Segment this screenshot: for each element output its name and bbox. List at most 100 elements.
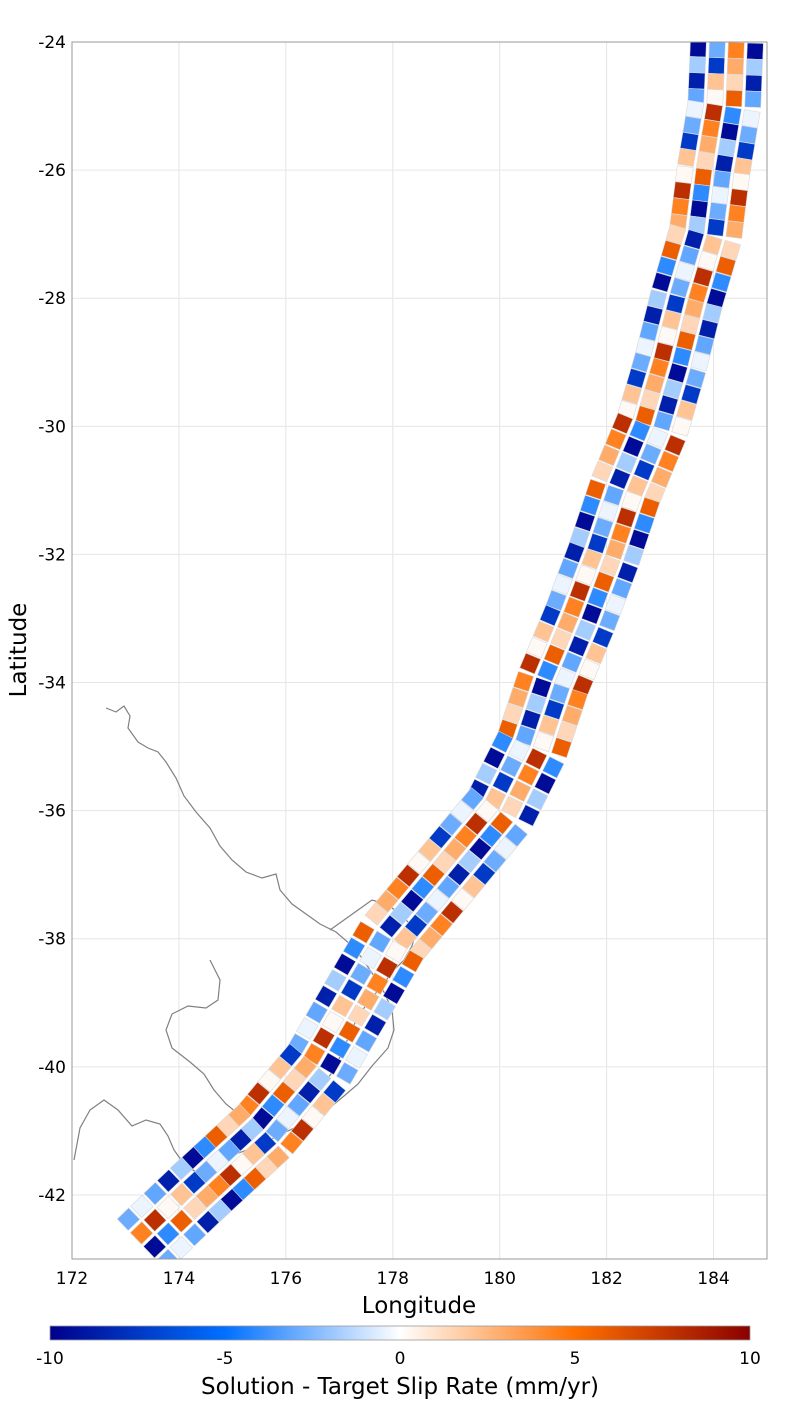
fault-patch: [404, 913, 428, 938]
fault-patch: [366, 972, 389, 995]
fault-patch: [664, 434, 686, 457]
fault-patch: [507, 687, 529, 708]
fault-patch: [616, 561, 639, 584]
fault-patch: [674, 165, 694, 184]
fault-patch: [286, 1093, 311, 1117]
fault-patch: [345, 1045, 368, 1069]
fault-patch: [725, 220, 745, 239]
fault-patch: [731, 172, 751, 191]
fault-patch: [314, 985, 338, 1008]
fault-patch: [647, 289, 668, 310]
fault-patch: [551, 573, 573, 596]
fault-patch: [717, 138, 737, 158]
fault-patch: [610, 577, 633, 600]
fault-patch: [143, 1208, 167, 1232]
fault-patch: [556, 721, 578, 743]
fault-patch: [407, 851, 431, 875]
colorbar-tick-label: -5: [217, 1349, 234, 1369]
fault-patch: [675, 330, 697, 351]
fault-patch: [656, 255, 677, 277]
y-tick-label: -24: [38, 33, 66, 53]
fault-patch: [157, 1248, 179, 1259]
fault-patch: [646, 427, 669, 449]
fault-patch: [520, 709, 542, 731]
fault-patch: [156, 1222, 180, 1246]
fault-patch: [297, 1080, 321, 1104]
fault-patch: [342, 936, 366, 960]
fault-patch: [308, 1067, 332, 1092]
fault-patch: [272, 1081, 296, 1105]
fault-patch: [671, 416, 693, 437]
fault-patch: [425, 888, 450, 912]
fault-patch: [475, 799, 499, 823]
fault-patch: [639, 321, 660, 342]
fault-patch: [359, 946, 382, 970]
fault-patch: [373, 997, 397, 1021]
fault-patch: [609, 467, 631, 490]
fault-patch: [282, 1068, 307, 1092]
fault-patch: [268, 1056, 292, 1080]
fault-patch: [169, 1156, 194, 1181]
fault-patch: [265, 1118, 289, 1143]
fault-patch: [702, 234, 723, 256]
fault-patch: [352, 920, 375, 944]
fault-patch: [708, 42, 726, 59]
fault-patch: [475, 762, 498, 786]
fault-patch: [532, 620, 555, 643]
fault-patch: [738, 125, 758, 145]
fault-patch: [643, 305, 664, 326]
fault-patch: [543, 644, 566, 666]
fault-patch: [688, 72, 706, 90]
fault-patch: [727, 42, 745, 60]
fault-patch: [575, 564, 597, 586]
fault-patch: [534, 772, 557, 795]
colorbar: [49, 1325, 751, 1341]
fault-patches: [116, 42, 764, 1259]
fault-patch: [662, 378, 684, 400]
fault-patch: [512, 671, 534, 692]
fault-patch: [525, 693, 547, 715]
x-tick-label: 180: [483, 1269, 515, 1289]
fault-patch: [665, 293, 686, 314]
fault-patch: [585, 642, 607, 665]
fault-patch: [246, 1081, 271, 1106]
fault-patch: [549, 683, 570, 705]
fault-patch: [692, 266, 714, 288]
fault-patch: [672, 181, 692, 200]
fault-patch: [650, 466, 673, 489]
fault-patch: [725, 89, 743, 108]
fault-patch: [504, 823, 528, 848]
fault-patch: [293, 1055, 318, 1079]
fault-patch: [429, 913, 454, 937]
fault-patch: [707, 56, 726, 75]
fault-patch: [615, 506, 637, 528]
fault-patch: [411, 876, 435, 900]
fault-patch: [375, 956, 399, 979]
x-tick-label: 182: [590, 1269, 622, 1289]
fault-patch: [720, 122, 740, 142]
fault-patch: [195, 1184, 219, 1209]
x-tick-label: 172: [56, 1269, 88, 1289]
fault-patch: [629, 419, 651, 442]
fault-patch: [305, 1001, 329, 1024]
fault-patch: [574, 510, 596, 532]
fault-patch: [368, 930, 392, 954]
fault-patch: [400, 888, 424, 913]
fault-patch: [550, 628, 572, 650]
fault-patch: [532, 731, 554, 753]
fault-patch: [563, 596, 585, 618]
fault-patch: [745, 74, 763, 92]
fault-patch: [727, 204, 747, 223]
fault-patch: [688, 56, 707, 74]
fault-patch: [440, 900, 464, 924]
fault-patch: [611, 412, 634, 435]
y-tick-label: -36: [38, 802, 66, 822]
fault-patch: [517, 763, 540, 787]
fault-patch: [621, 490, 643, 512]
fault-patch: [536, 660, 559, 682]
y-tick-label: -32: [38, 545, 66, 565]
fault-patch: [701, 118, 721, 139]
fault-patch: [443, 837, 467, 862]
fault-patch: [130, 1194, 154, 1219]
fault-patch: [257, 1068, 282, 1093]
